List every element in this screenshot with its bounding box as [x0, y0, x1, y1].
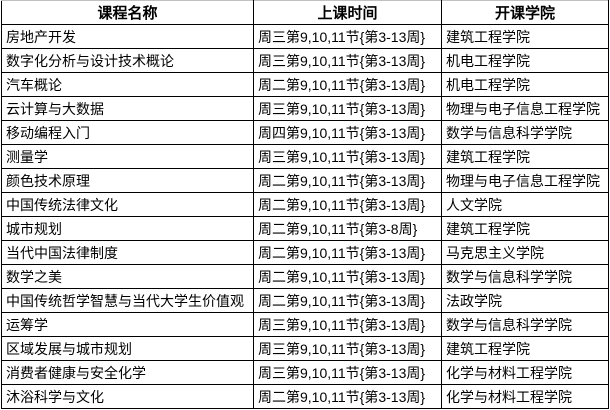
table-row: 汽车概论 周二第9,10,11节{第3-13周} 机电工程学院: [1, 72, 609, 97]
course-name-cell: 云计算与大数据: [1, 96, 254, 121]
class-time-cell: 周三第9,10,11节{第3-13周}: [253, 336, 442, 361]
class-time-cell: 周二第9,10,11节{第3-13周}: [253, 168, 442, 193]
class-time-cell: 周二第9,10,11节{第3-13周}: [253, 72, 442, 97]
course-name-cell: 数字化分析与设计技术概论: [1, 48, 254, 73]
table-row: 数学之美 周二第9,10,11节{第3-13周} 数学与信息科学学院: [1, 264, 609, 289]
table-row: 数字化分析与设计技术概论 周三第9,10,11节{第3-13周} 机电工程学院: [1, 48, 609, 73]
class-time-cell: 周三第9,10,11节{第3-13周}: [253, 24, 442, 49]
course-name-cell: 数学之美: [1, 264, 254, 289]
course-name-cell: 区域发展与城市规划: [1, 336, 254, 361]
department-cell: 化学与材料工程学院: [441, 360, 609, 385]
class-time-cell: 周三第9,10,11节{第3-13周}: [253, 144, 442, 169]
table-row: 中国传统法律文化 周二第9,10,11节{第3-13周} 人文学院: [1, 192, 609, 217]
course-name-cell: 消费者健康与安全化学: [1, 360, 254, 385]
class-time-cell: 周二第9,10,11节{第3-13周}: [253, 192, 442, 217]
department-cell: 机电工程学院: [441, 48, 609, 73]
department-cell: 物理与电子信息工程学院: [441, 168, 609, 193]
course-name-cell: 汽车概论: [1, 72, 254, 97]
table-row: 颜色技术原理 周二第9,10,11节{第3-13周} 物理与电子信息工程学院: [1, 168, 609, 193]
course-name-cell: 移动编程入门: [1, 120, 254, 145]
header-row: 课程名称 上课时间 开课学院: [1, 0, 609, 25]
course-name-cell: 测量学: [1, 144, 254, 169]
course-name-cell: 城市规划: [1, 216, 254, 241]
department-cell: 数学与信息科学学院: [441, 264, 609, 289]
class-time-cell: 周三第9,10,11节{第3-13周}: [253, 312, 442, 337]
department-cell: 物理与电子信息工程学院: [441, 96, 609, 121]
department-cell: 人文学院: [441, 192, 609, 217]
class-time-cell: 周三第9,10,11节{第3-13周}: [253, 360, 442, 385]
class-time-cell: 周三第9,10,11节{第3-13周}: [253, 96, 442, 121]
department-cell: 化学与材料工程学院: [441, 384, 609, 409]
column-header-course-name: 课程名称: [1, 0, 254, 25]
course-name-cell: 中国传统法律文化: [1, 192, 254, 217]
class-time-cell: 周三第9,10,11节{第3-13周}: [253, 48, 442, 73]
table-row: 运筹学 周三第9,10,11节{第3-13周} 数学与信息科学学院: [1, 312, 609, 337]
table-row: 测量学 周三第9,10,11节{第3-13周} 建筑工程学院: [1, 144, 609, 169]
table-body: 房地产开发 周三第9,10,11节{第3-13周} 建筑工程学院 数字化分析与设计技术…: [1, 24, 609, 409]
department-cell: 建筑工程学院: [441, 24, 609, 49]
department-cell: 数学与信息科学学院: [441, 120, 609, 145]
department-cell: 马克思主义学院: [441, 240, 609, 265]
table-row: 云计算与大数据 周三第9,10,11节{第3-13周} 物理与电子信息工程学院: [1, 96, 609, 121]
class-time-cell: 周二第9,10,11节{第3-13周}: [253, 264, 442, 289]
class-time-cell: 周二第9,10,11节{第3-13周}: [253, 240, 442, 265]
table-row: 房地产开发 周三第9,10,11节{第3-13周} 建筑工程学院: [1, 24, 609, 49]
table-row: 移动编程入门 周四第9,10,11节{第3-13周} 数学与信息科学学院: [1, 120, 609, 145]
course-name-cell: 中国传统哲学智慧与当代大学生价值观: [1, 288, 254, 313]
column-header-department: 开课学院: [441, 0, 609, 25]
class-time-cell: 周四第9,10,11节{第3-13周}: [253, 120, 442, 145]
table-row: 城市规划 周二第9,10,11节{第3-8周} 建筑工程学院: [1, 216, 609, 241]
department-cell: 数学与信息科学学院: [441, 312, 609, 337]
course-name-cell: 沐浴科学与文化: [1, 384, 254, 409]
table-row: 当代中国法律制度 周二第9,10,11节{第3-13周} 马克思主义学院: [1, 240, 609, 265]
department-cell: 建筑工程学院: [441, 144, 609, 169]
class-time-cell: 周二第9,10,11节{第3-8周}: [253, 216, 442, 241]
table-row: 沐浴科学与文化 周二第9,10,11节{第3-13周} 化学与材料工程学院: [1, 384, 609, 409]
table-row: 中国传统哲学智慧与当代大学生价值观 周二第9,10,11节{第3-13周} 法政学院: [1, 288, 609, 313]
course-name-cell: 房地产开发: [1, 24, 254, 49]
table-row: 区域发展与城市规划 周三第9,10,11节{第3-13周} 建筑工程学院: [1, 336, 609, 361]
course-name-cell: 运筹学: [1, 312, 254, 337]
department-cell: 建筑工程学院: [441, 216, 609, 241]
department-cell: 法政学院: [441, 288, 609, 313]
course-name-cell: 当代中国法律制度: [1, 240, 254, 265]
table-row: 消费者健康与安全化学 周三第9,10,11节{第3-13周} 化学与材料工程学院: [1, 360, 609, 385]
class-time-cell: 周二第9,10,11节{第3-13周}: [253, 384, 442, 409]
department-cell: 建筑工程学院: [441, 336, 609, 361]
class-time-cell: 周二第9,10,11节{第3-13周}: [253, 288, 442, 313]
column-header-class-time: 上课时间: [253, 0, 442, 25]
course-name-cell: 颜色技术原理: [1, 168, 254, 193]
department-cell: 机电工程学院: [441, 72, 609, 97]
